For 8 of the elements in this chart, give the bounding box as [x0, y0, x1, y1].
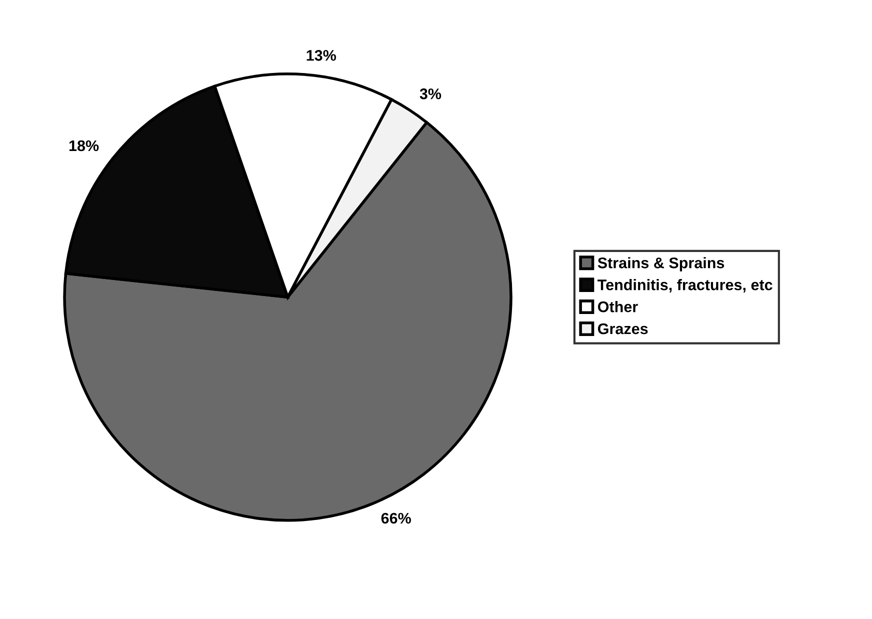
legend-label: Other: [598, 301, 638, 312]
legend-label: Tendinitis, fractures, etc: [598, 279, 772, 292]
data-label: 66%: [381, 512, 411, 524]
legend-label: Grazes: [598, 323, 648, 334]
data-label: 18%: [69, 140, 99, 152]
data-label: 13%: [306, 50, 336, 61]
data-label: 3%: [420, 88, 442, 100]
legend-label: Strains & Sprains: [598, 257, 724, 272]
